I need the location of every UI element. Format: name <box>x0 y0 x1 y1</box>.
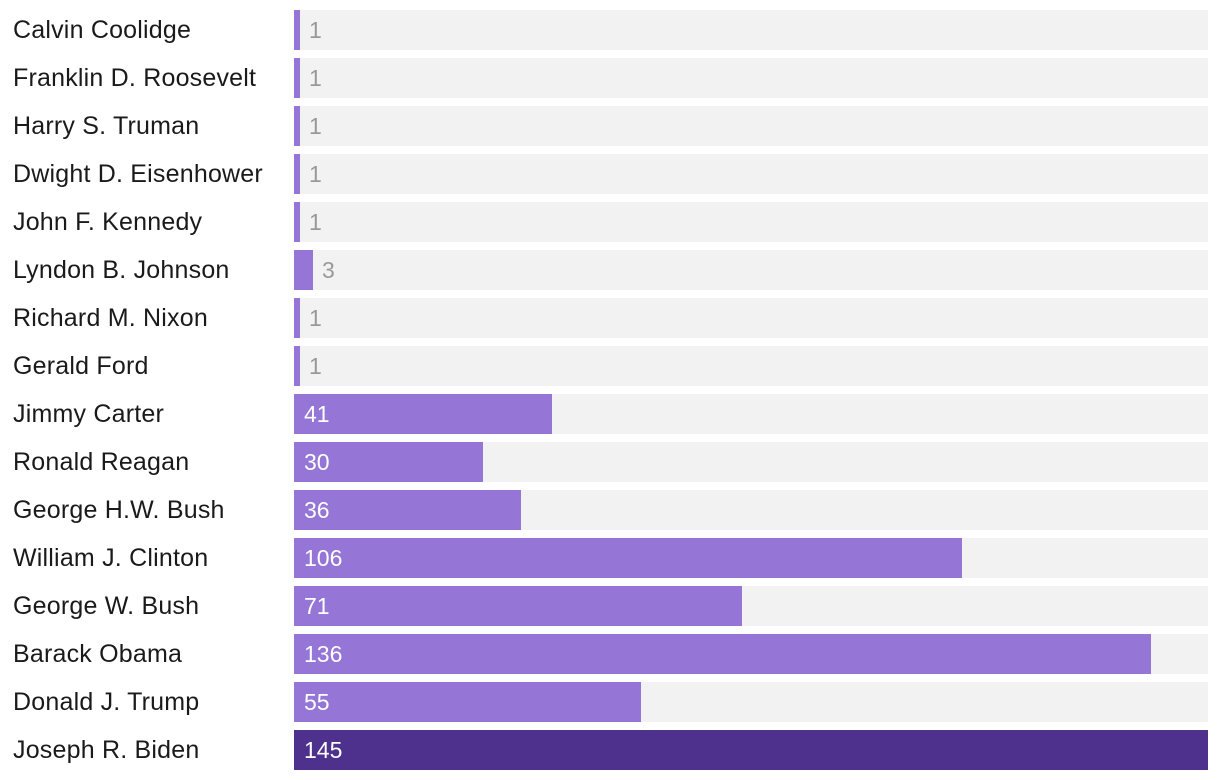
bar-row: Ronald Reagan 30 <box>0 442 1220 482</box>
bar <box>294 586 742 626</box>
category-label: George W. Bush <box>13 592 200 620</box>
bar <box>294 634 1151 674</box>
value-label: 1 <box>309 209 322 235</box>
bar-track: 55 <box>294 682 1208 722</box>
value-label: 106 <box>304 545 343 571</box>
category-label: Calvin Coolidge <box>13 16 192 44</box>
bar-track: 1 <box>294 58 1208 98</box>
category-label: Franklin D. Roosevelt <box>13 64 257 92</box>
bar-track: 106 <box>294 538 1208 578</box>
value-label: 55 <box>304 689 330 715</box>
bar-track: 71 <box>294 586 1208 626</box>
value-label: 36 <box>304 497 330 523</box>
bar-row: William J. Clinton 106 <box>0 538 1220 578</box>
bar-row: Lyndon B. Johnson 3 <box>0 250 1220 290</box>
value-label: 3 <box>322 257 335 283</box>
category-label: Joseph R. Biden <box>13 736 200 764</box>
bar-track: 136 <box>294 634 1208 674</box>
bar-track: 145 <box>294 730 1208 770</box>
bar <box>294 682 641 722</box>
category-label: Jimmy Carter <box>13 400 165 428</box>
bar-row: John F. Kennedy 1 <box>0 202 1220 242</box>
value-label: 1 <box>309 113 322 139</box>
bar <box>294 250 313 290</box>
bar <box>294 490 521 530</box>
bar-row: George H.W. Bush 36 <box>0 490 1220 530</box>
bar <box>294 106 300 146</box>
bar-track: 1 <box>294 106 1208 146</box>
bar <box>294 538 962 578</box>
bar <box>294 730 1208 770</box>
value-label: 136 <box>304 641 343 667</box>
value-label: 1 <box>309 65 322 91</box>
bar-track: 1 <box>294 346 1208 386</box>
bar-track: 1 <box>294 202 1208 242</box>
bar-row: Harry S. Truman 1 <box>0 106 1220 146</box>
bar-row: Jimmy Carter 41 <box>0 394 1220 434</box>
bar-row: Franklin D. Roosevelt 1 <box>0 58 1220 98</box>
bar-row: George W. Bush 71 <box>0 586 1220 626</box>
bar-track: 41 <box>294 394 1208 434</box>
bar-track: 1 <box>294 298 1208 338</box>
category-label: William J. Clinton <box>13 544 209 572</box>
bar-track: 1 <box>294 154 1208 194</box>
category-label: George H.W. Bush <box>13 496 225 524</box>
bar-track: 1 <box>294 10 1208 50</box>
value-label: 145 <box>304 737 343 763</box>
bar <box>294 154 300 194</box>
category-label: Barack Obama <box>13 640 183 668</box>
category-label: John F. Kennedy <box>13 208 203 236</box>
bar-track: 30 <box>294 442 1208 482</box>
value-label: 1 <box>309 161 322 187</box>
category-label: Donald J. Trump <box>13 688 200 716</box>
bar <box>294 394 552 434</box>
category-label: Gerald Ford <box>13 352 149 380</box>
bar-row: Joseph R. Biden 145 <box>0 730 1220 770</box>
bar <box>294 298 300 338</box>
bar-row: Calvin Coolidge 1 <box>0 10 1220 50</box>
category-label: Ronald Reagan <box>13 448 190 476</box>
value-label: 71 <box>304 593 330 619</box>
category-label: Dwight D. Eisenhower <box>13 160 263 188</box>
bar-track: 36 <box>294 490 1208 530</box>
bar-row: Richard M. Nixon 1 <box>0 298 1220 338</box>
category-label: Richard M. Nixon <box>13 304 208 332</box>
bar-row: Barack Obama 136 <box>0 634 1220 674</box>
bar <box>294 442 483 482</box>
category-label: Harry S. Truman <box>13 112 200 140</box>
bar <box>294 10 300 50</box>
bar <box>294 58 300 98</box>
bar-row: Donald J. Trump 55 <box>0 682 1220 722</box>
value-label: 30 <box>304 449 330 475</box>
value-label: 41 <box>304 401 330 427</box>
bar <box>294 346 300 386</box>
value-label: 1 <box>309 17 322 43</box>
bar-row: Gerald Ford 1 <box>0 346 1220 386</box>
value-label: 1 <box>309 305 322 331</box>
bar-row: Dwight D. Eisenhower 1 <box>0 154 1220 194</box>
bar-track: 3 <box>294 250 1208 290</box>
bar <box>294 202 300 242</box>
category-label: Lyndon B. Johnson <box>13 256 230 284</box>
value-label: 1 <box>309 353 322 379</box>
